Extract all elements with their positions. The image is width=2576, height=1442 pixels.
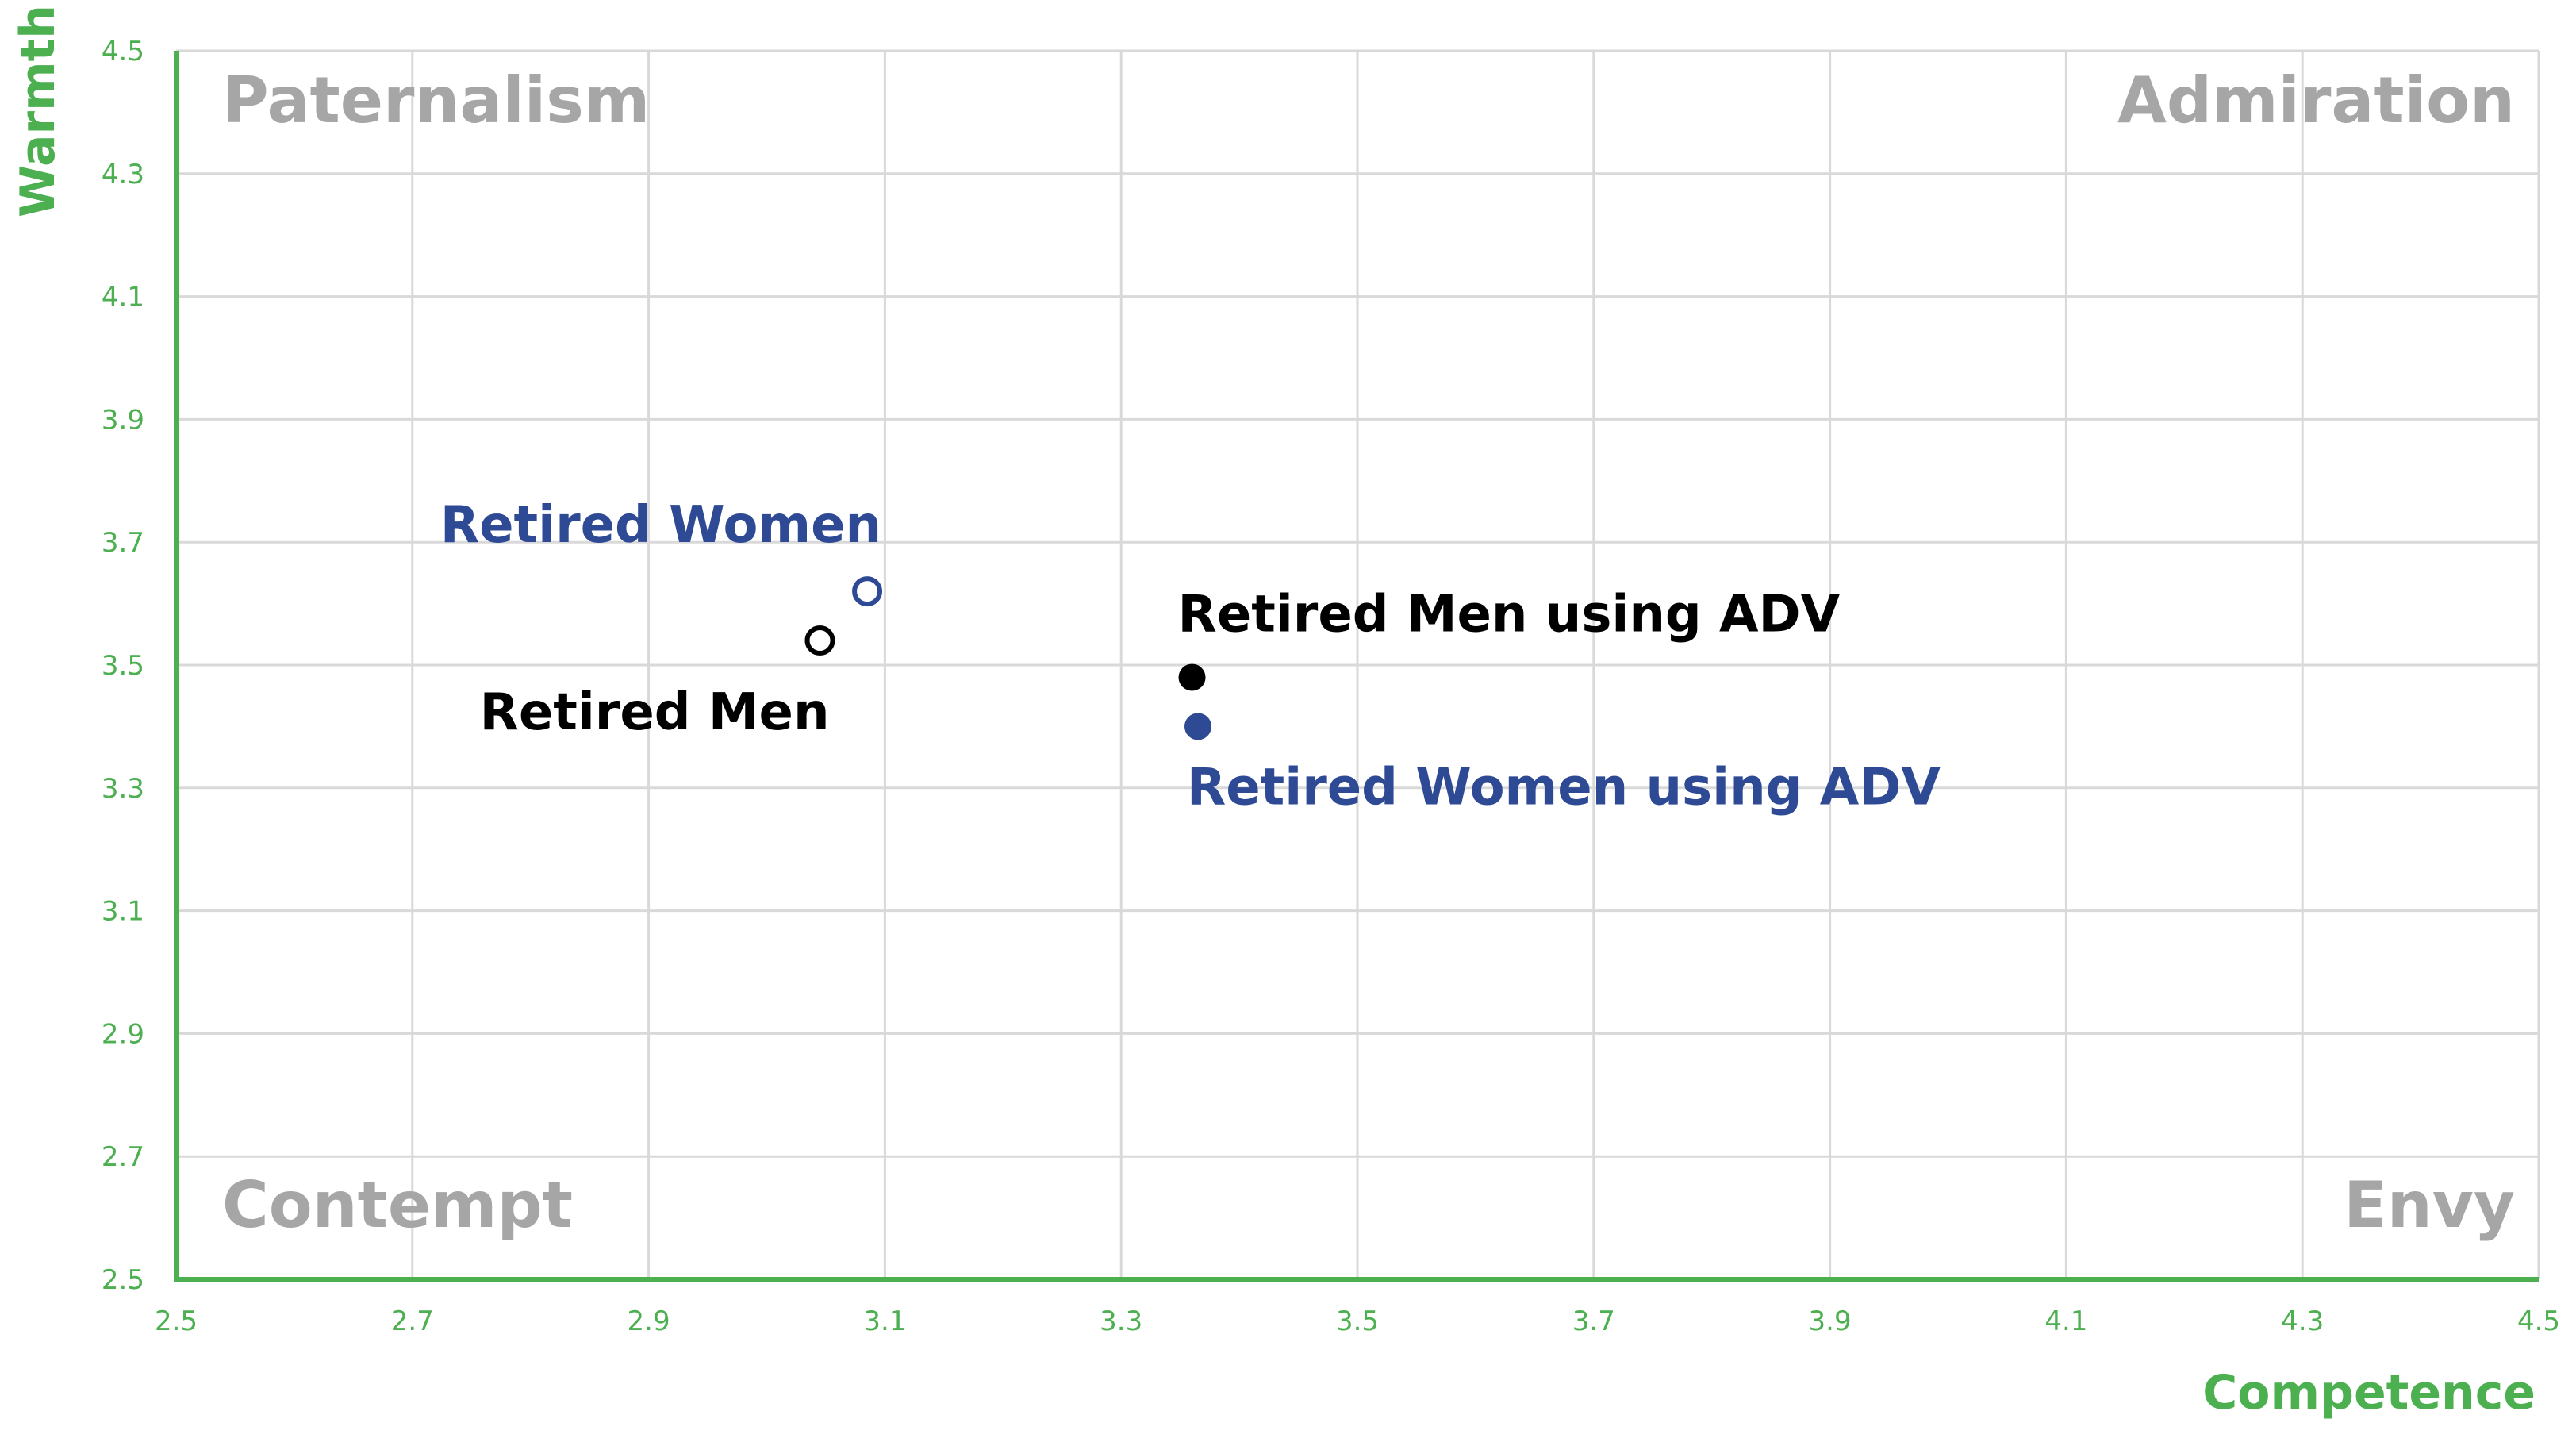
x-tick-label: 4.3 <box>2281 1305 2324 1337</box>
y-tick-label: 2.7 <box>102 1141 144 1173</box>
y-tick-label: 3.1 <box>102 896 144 928</box>
y-tick-label: 4.5 <box>102 36 144 67</box>
axis-layer <box>174 51 2539 1282</box>
quadrant-label-paternalism: Paternalism <box>222 63 650 137</box>
y-tick-label: 4.1 <box>102 282 144 313</box>
y-tick-label: 4.3 <box>102 159 144 190</box>
point-marker-retired-men-using-adv <box>1178 663 1206 691</box>
y-tick-label: 3.3 <box>102 773 144 805</box>
tick-label-layer: 2.5 2.7 2.9 3.1 3.3 3.5 3.7 3.9 4.1 4.3 4.5 2.5 2.7 2… <box>102 36 2560 1337</box>
x-tick-label: 4.1 <box>2044 1305 2087 1337</box>
y-axis-title: Warmth <box>10 5 66 217</box>
x-tick-label: 3.7 <box>1572 1305 1615 1337</box>
point-marker-retired-men <box>804 625 835 656</box>
quadrant-label-envy: Envy <box>2344 1168 2515 1242</box>
point-label-retired-women: Retired Women <box>440 496 881 555</box>
point-label-retired-men-using-adv: Retired Men using ADV <box>1178 585 1841 644</box>
point-marker-retired-women-using-adv <box>1184 713 1211 740</box>
y-tick-label: 3.9 <box>102 404 144 436</box>
x-tick-label: 4.5 <box>2517 1305 2560 1337</box>
point-label-retired-men: Retired Men <box>480 683 830 742</box>
x-axis-title: Competence <box>2202 1365 2536 1421</box>
grid-layer <box>176 49 2540 1279</box>
x-tick-label: 3.9 <box>1809 1305 1852 1337</box>
y-tick-label: 2.9 <box>102 1018 144 1050</box>
data-points-layer: Retired Women Retired Men Retired Men usin… <box>440 496 1941 817</box>
x-tick-label: 3.1 <box>863 1305 906 1337</box>
point-marker-retired-women <box>852 576 883 607</box>
y-tick-label: 2.5 <box>102 1264 144 1296</box>
x-tick-label: 3.3 <box>1100 1305 1142 1337</box>
y-tick-label: 3.5 <box>102 650 144 682</box>
x-tick-label: 2.5 <box>155 1305 198 1337</box>
x-tick-label: 2.7 <box>391 1305 434 1337</box>
x-tick-label: 3.5 <box>1336 1305 1379 1337</box>
y-tick-label: 3.7 <box>102 527 144 559</box>
quadrant-label-contempt: Contempt <box>222 1168 573 1242</box>
point-label-retired-women-using-adv: Retired Women using ADV <box>1187 758 1941 817</box>
x-tick-label: 2.9 <box>628 1305 670 1337</box>
quadrant-label-admiration: Admiration <box>2117 63 2515 137</box>
